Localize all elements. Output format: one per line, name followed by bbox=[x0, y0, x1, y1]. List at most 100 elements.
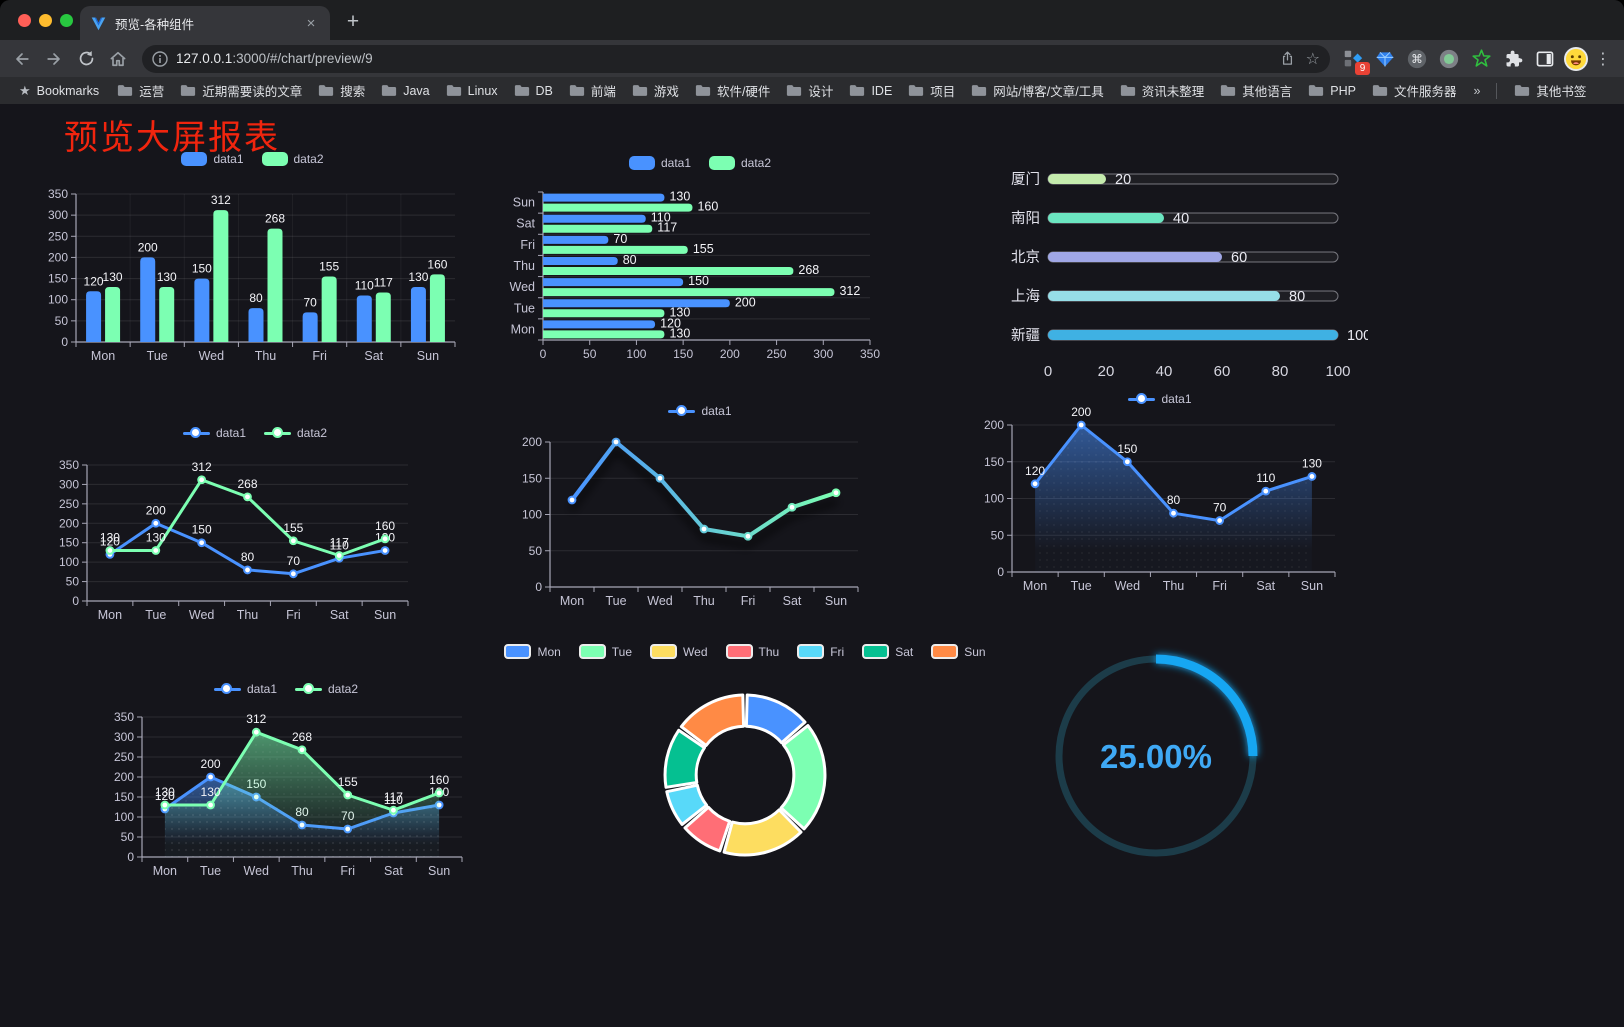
legend-item[interactable]: Fri bbox=[797, 644, 844, 659]
bookmark-star-icon[interactable]: ☆ bbox=[1305, 50, 1320, 68]
bookmark-item[interactable]: 运营 bbox=[110, 79, 171, 102]
bookmark-item[interactable]: 游戏 bbox=[625, 79, 686, 102]
svg-text:110: 110 bbox=[355, 278, 374, 292]
bookmark-item[interactable]: 搜索 bbox=[311, 79, 372, 102]
bookmark-item[interactable]: Linux bbox=[439, 82, 505, 100]
line-chart: data1 data2 0 50 100 150 200 250 300 350 Mon Tue Wed… bbox=[45, 424, 465, 636]
bookmark-item[interactable]: 设计 bbox=[779, 79, 840, 102]
legend-swatch-icon bbox=[931, 644, 959, 659]
bookmarks-root[interactable]: ★ Bookmarks bbox=[12, 81, 106, 101]
legend-item[interactable]: data1 bbox=[1128, 392, 1192, 406]
svg-text:40: 40 bbox=[1173, 211, 1189, 227]
side-panel-icon[interactable] bbox=[1532, 46, 1558, 72]
legend-item[interactable]: Mon bbox=[504, 644, 561, 659]
svg-text:Tue: Tue bbox=[605, 594, 626, 608]
bookmark-item[interactable]: 文件服务器 bbox=[1365, 79, 1464, 102]
legend-item[interactable]: data2 bbox=[295, 682, 358, 696]
svg-text:Mon: Mon bbox=[153, 864, 177, 878]
svg-text:130: 130 bbox=[157, 270, 177, 284]
profile-avatar[interactable] bbox=[1564, 46, 1588, 71]
bookmark-item[interactable]: 近期需要读的文章 bbox=[173, 79, 309, 102]
svg-text:100: 100 bbox=[59, 555, 79, 569]
bookmark-item[interactable]: IDE bbox=[842, 82, 899, 100]
svg-text:150: 150 bbox=[984, 455, 1004, 469]
svg-text:130: 130 bbox=[155, 785, 175, 799]
donut-slice-Sun[interactable] bbox=[679, 693, 746, 747]
svg-text:60: 60 bbox=[1231, 250, 1247, 266]
maximize-window-button[interactable] bbox=[60, 14, 73, 27]
svg-text:0: 0 bbox=[72, 594, 79, 608]
bookmark-item[interactable]: Java bbox=[374, 82, 436, 100]
legend-item[interactable]: Thu bbox=[725, 644, 779, 659]
legend-item[interactable]: Sun bbox=[931, 644, 986, 659]
url-bar[interactable]: 127.0.0.1:3000/#/chart/preview/9 ☆ bbox=[142, 44, 1330, 73]
reload-button[interactable] bbox=[72, 45, 100, 73]
bookmark-item[interactable]: 前端 bbox=[562, 79, 623, 102]
other-bookmarks-label: 其他书签 bbox=[1536, 85, 1587, 99]
legend-item[interactable]: Sat bbox=[862, 644, 913, 659]
legend-item[interactable]: data2 bbox=[709, 156, 771, 170]
legend-label: data1 bbox=[215, 426, 246, 440]
legend-item[interactable]: data2 bbox=[264, 426, 327, 440]
new-tab-button[interactable]: + bbox=[346, 10, 360, 33]
svg-text:117: 117 bbox=[657, 221, 677, 235]
browser-tab[interactable]: 预览-各种组件 × bbox=[80, 6, 330, 40]
extension-gem-icon[interactable] bbox=[1372, 46, 1398, 72]
svg-text:Fri: Fri bbox=[1212, 579, 1227, 593]
svg-text:Fri: Fri bbox=[312, 349, 327, 363]
svg-text:80: 80 bbox=[249, 291, 263, 305]
svg-text:Tue: Tue bbox=[514, 301, 535, 315]
donut-slice-Tue[interactable] bbox=[779, 724, 827, 831]
other-bookmarks[interactable]: 其他书签 bbox=[1507, 79, 1593, 102]
svg-text:120: 120 bbox=[84, 274, 104, 288]
bookmark-item[interactable]: 网站/博客/文章/工具 bbox=[964, 79, 1110, 102]
extensions-puzzle-icon[interactable] bbox=[1500, 46, 1526, 72]
svg-text:Tue: Tue bbox=[145, 608, 166, 622]
minimize-window-button[interactable] bbox=[39, 14, 52, 27]
bookmark-item[interactable]: 软件/硬件 bbox=[688, 79, 777, 102]
legend-item[interactable]: Tue bbox=[578, 644, 632, 659]
bookmark-item[interactable]: 资讯未整理 bbox=[1113, 79, 1212, 102]
donut-slice-Wed[interactable] bbox=[722, 808, 803, 857]
bookmark-item[interactable]: 项目 bbox=[901, 79, 962, 102]
svg-text:Sun: Sun bbox=[513, 196, 535, 210]
line-series-data1: 120 200 150 80 70 110 130 bbox=[100, 503, 395, 579]
extension-star-icon[interactable] bbox=[1468, 46, 1494, 72]
bar-series-data2: 130 130 312 268 155 117 160 bbox=[103, 193, 448, 342]
svg-text:350: 350 bbox=[114, 710, 134, 724]
legend-item[interactable]: Wed bbox=[650, 644, 708, 659]
legend-item[interactable]: data1 bbox=[213, 682, 277, 696]
legend-item[interactable]: data1 bbox=[628, 156, 691, 170]
browser-menu-icon[interactable]: ⋮ bbox=[1595, 50, 1611, 68]
svg-text:0: 0 bbox=[540, 347, 547, 361]
legend-item[interactable]: data1 bbox=[182, 426, 246, 440]
tab-close-icon[interactable]: × bbox=[306, 14, 316, 32]
back-button[interactable] bbox=[8, 45, 36, 73]
extension-command-icon[interactable]: ⌘ bbox=[1404, 46, 1430, 72]
bookmark-item[interactable]: 其他语言 bbox=[1213, 79, 1299, 102]
legend-item[interactable]: data1 bbox=[668, 404, 732, 418]
site-info-icon[interactable] bbox=[152, 50, 168, 67]
legend-item[interactable]: data2 bbox=[261, 152, 324, 166]
bookmark-item[interactable]: PHP bbox=[1301, 82, 1363, 100]
legend-item[interactable]: data1 bbox=[181, 152, 244, 166]
close-window-button[interactable] bbox=[18, 14, 31, 27]
share-icon[interactable] bbox=[1279, 50, 1296, 67]
donut-slice-Mon[interactable] bbox=[744, 693, 807, 745]
donut-slice-Thu[interactable] bbox=[683, 805, 732, 853]
donut-slice-Sat[interactable] bbox=[663, 728, 706, 789]
legend-line-icon bbox=[1128, 393, 1156, 405]
svg-text:Sat: Sat bbox=[364, 349, 383, 363]
donut-slice-Fri[interactable] bbox=[665, 783, 709, 826]
extension-record-icon[interactable] bbox=[1436, 46, 1462, 72]
svg-text:0: 0 bbox=[535, 580, 542, 594]
bookmarks-overflow-chevron[interactable]: » bbox=[1473, 83, 1481, 98]
bookmark-item[interactable]: DB bbox=[507, 82, 560, 100]
folder-icon bbox=[181, 85, 196, 96]
home-button[interactable] bbox=[104, 45, 132, 73]
forward-button[interactable] bbox=[40, 45, 68, 73]
url-text[interactable]: 127.0.0.1:3000/#/chart/preview/9 bbox=[176, 51, 1269, 66]
svg-text:155: 155 bbox=[319, 259, 339, 273]
url-path: :3000/#/chart/preview/9 bbox=[232, 51, 373, 66]
extension-grid-icon[interactable]: 9 bbox=[1340, 46, 1370, 75]
